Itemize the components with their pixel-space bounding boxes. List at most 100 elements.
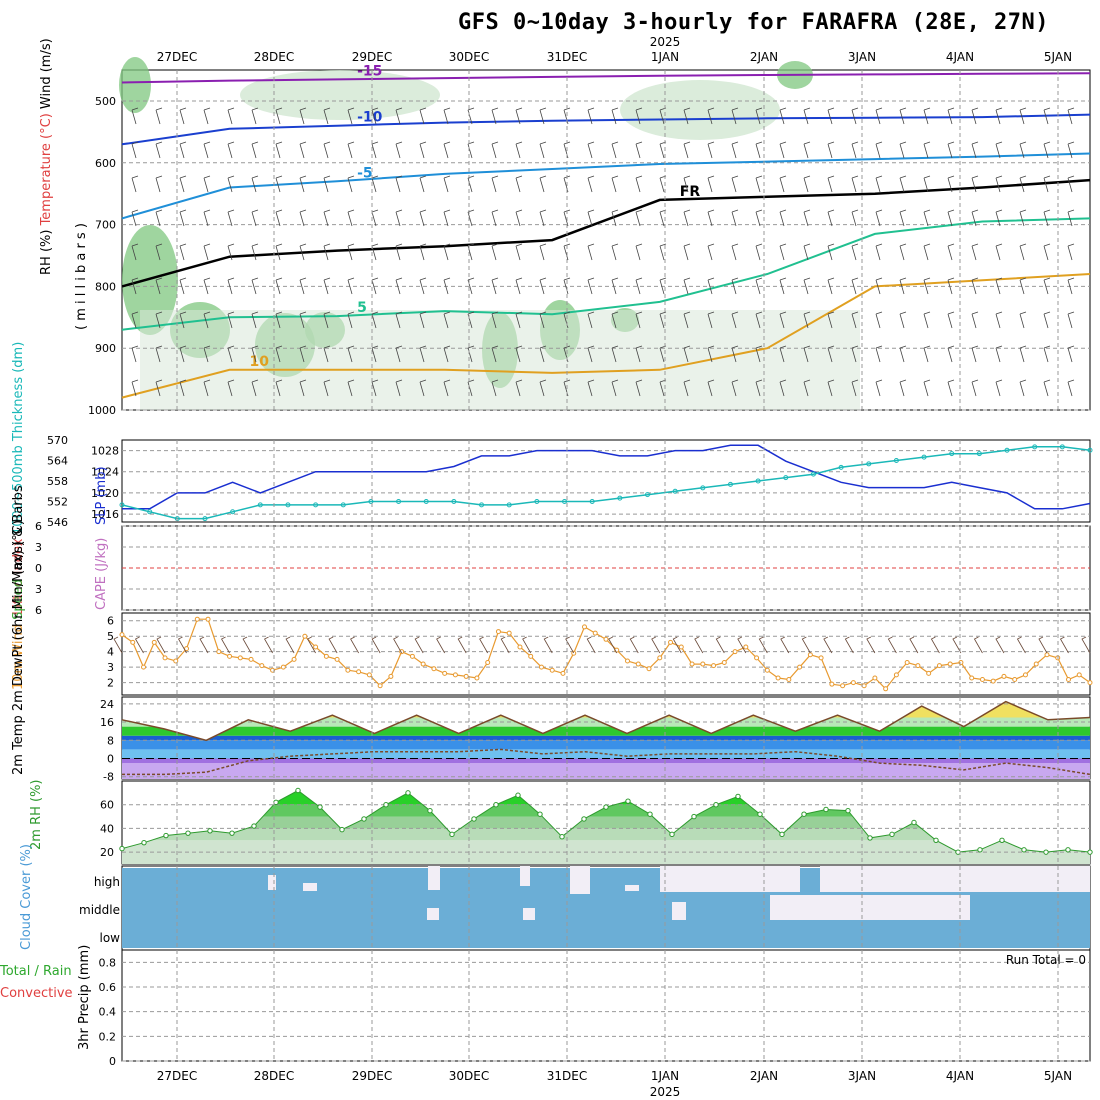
rh-point — [867, 835, 873, 841]
wind-barb — [515, 379, 523, 397]
wind-barb — [587, 345, 595, 363]
rh-point — [999, 837, 1005, 843]
wind-barb — [395, 209, 403, 227]
wind-barb — [395, 345, 403, 363]
wind-barb — [947, 345, 955, 363]
lifted-index-label: Lifted Index — [11, 538, 26, 615]
rh-point — [537, 811, 543, 817]
wind-barb — [971, 209, 979, 227]
wind-barb — [371, 209, 379, 227]
wind-barb — [611, 277, 619, 295]
rh-band — [122, 804, 1090, 817]
year-label-top: 2025 — [650, 35, 681, 49]
date-label-top: 5JAN — [1044, 50, 1072, 64]
wind-barb — [179, 345, 187, 363]
wind-speed-point — [151, 639, 157, 645]
temperature-line — [121, 700, 1091, 742]
wind-barb — [611, 209, 619, 227]
thickness-point — [285, 502, 291, 508]
wind-speed-point — [549, 667, 555, 673]
contour-label: -15 — [357, 63, 382, 79]
wind-barb — [299, 107, 307, 125]
wind-barb — [755, 345, 763, 363]
rh-point — [669, 831, 675, 838]
cloud-level-label: low — [100, 931, 121, 945]
wind-barb — [803, 311, 811, 329]
wind-tick-label: 5 — [107, 630, 114, 643]
wind-barb — [1019, 209, 1027, 227]
wind-barb — [371, 107, 379, 125]
date-label-top: 1JAN — [651, 50, 679, 64]
wind-barb — [731, 243, 739, 261]
date-label-top: 2JAN — [750, 50, 778, 64]
wind-speed-point — [603, 636, 609, 642]
wind-speed-point — [829, 681, 835, 687]
wind-barb — [971, 345, 979, 363]
dewpoint-line — [122, 748, 1091, 776]
wind-barb — [608, 636, 618, 654]
wind-speed-point — [625, 658, 631, 664]
clear-sky-patch — [523, 908, 535, 920]
li-tick-label: 6 — [35, 520, 42, 533]
wind-barb — [707, 243, 715, 261]
wind-barb — [875, 243, 883, 261]
slp-tick-label: 1020 — [91, 487, 119, 500]
wind-barb — [395, 175, 403, 193]
wind-barb — [635, 379, 643, 397]
wind-barb — [635, 107, 643, 125]
wind-barb — [443, 345, 451, 363]
wind-barb — [227, 277, 235, 295]
wind-barb — [1019, 175, 1027, 193]
wind-speed-point — [850, 680, 856, 686]
wind-barb — [264, 636, 273, 654]
wind-barb — [875, 345, 883, 363]
wind-speed-point — [1033, 661, 1039, 667]
wind-speed-point — [775, 675, 781, 681]
wind-barb — [395, 379, 403, 397]
wind-barb — [563, 277, 571, 295]
wind-barb — [299, 311, 307, 329]
wind-barb — [227, 379, 235, 397]
precip-tick-label: 0.6 — [99, 981, 117, 994]
wind-barb — [587, 209, 595, 227]
thickness-axis-label: 1000~500mb Thickness (dm) — [11, 342, 26, 535]
thickness-point — [534, 499, 540, 504]
wind-barb — [683, 209, 691, 227]
wind-barb — [539, 209, 547, 227]
thickness-point — [368, 499, 374, 504]
wind-barb — [779, 141, 787, 159]
wind-barb — [899, 379, 907, 397]
wind-label: Wind (m/s) — [39, 38, 54, 109]
wind-barb — [995, 141, 1003, 159]
wind-barb — [307, 636, 316, 654]
wind-barb — [971, 141, 979, 159]
wind-barb — [827, 277, 835, 295]
wind-barb — [371, 175, 379, 193]
wind-barb — [758, 636, 768, 654]
thickness-point — [727, 481, 733, 487]
wind-barb — [131, 141, 139, 159]
wind-barb — [131, 243, 139, 261]
wind-barb — [179, 107, 187, 125]
wind-barb — [1019, 243, 1027, 261]
wind-barb — [1043, 345, 1051, 363]
wind-tick-label: 2 — [107, 677, 114, 690]
wind-barb — [899, 277, 907, 295]
wind-speed-point — [700, 661, 706, 667]
wind-label-part: (m/s) & Barbs — [11, 485, 26, 575]
precip-axis-label: 3hr Precip (mm) — [77, 945, 92, 1050]
wind-label-part: Speed — [11, 575, 26, 620]
wind-barb — [851, 277, 859, 295]
wind-barb — [659, 311, 667, 329]
wind-barb — [275, 345, 283, 363]
wind-barb — [522, 636, 532, 654]
wind-barb — [1043, 379, 1051, 397]
wind-barb — [299, 141, 307, 159]
rh-point — [427, 807, 433, 814]
slp-axis-label: SLP (mb) — [94, 466, 109, 525]
rh-label: RH (%) — [39, 225, 54, 275]
wind-barb — [587, 379, 595, 397]
wind-barb — [131, 175, 139, 193]
wind-speed-point — [646, 666, 652, 672]
wind-speed-point — [581, 624, 587, 630]
